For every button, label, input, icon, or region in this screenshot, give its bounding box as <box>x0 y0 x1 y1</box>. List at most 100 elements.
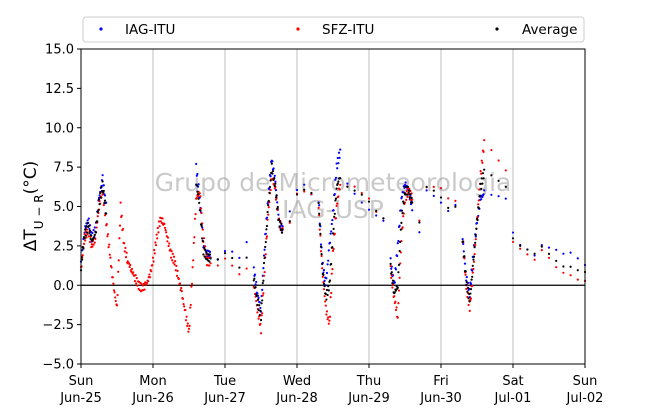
data-point <box>320 254 323 258</box>
data-point <box>400 209 404 212</box>
data-point <box>105 223 108 226</box>
data-point <box>81 254 84 257</box>
data-point <box>100 189 104 193</box>
data-point <box>185 315 188 318</box>
data-point <box>188 324 191 327</box>
data-point <box>329 232 332 235</box>
data-point <box>404 181 407 184</box>
data-point <box>271 172 274 175</box>
data-point <box>134 273 137 277</box>
data-point <box>199 207 203 210</box>
data-point <box>208 253 212 256</box>
data-point <box>562 265 565 268</box>
data-point <box>472 258 475 261</box>
data-point <box>184 319 188 322</box>
data-point <box>259 332 263 335</box>
data-point <box>497 159 500 162</box>
data-point <box>84 239 87 242</box>
data-point <box>128 265 131 269</box>
data-point <box>111 276 114 279</box>
data-point <box>113 291 116 294</box>
data-point <box>396 242 399 245</box>
data-point <box>367 200 371 203</box>
data-point <box>153 248 156 252</box>
data-point <box>190 285 193 288</box>
data-point <box>81 258 84 261</box>
data-point <box>474 233 477 237</box>
data-point <box>164 229 167 232</box>
data-point <box>395 285 398 288</box>
data-point <box>165 231 168 234</box>
x-tick-date: Jun-29 <box>347 391 390 406</box>
data-point <box>135 277 138 280</box>
data-point <box>323 295 326 298</box>
data-point <box>394 289 398 292</box>
data-point <box>203 255 206 258</box>
data-point <box>398 249 401 253</box>
data-point <box>196 194 200 197</box>
data-point <box>201 239 204 243</box>
data-point <box>255 294 258 298</box>
data-point <box>192 241 195 245</box>
data-point <box>86 233 89 236</box>
data-point <box>238 256 241 260</box>
data-point <box>332 247 335 251</box>
data-point <box>129 263 132 267</box>
data-point <box>332 227 335 230</box>
data-point <box>172 261 175 264</box>
data-point <box>474 241 477 244</box>
y-tick-label: −5.0 <box>42 358 74 373</box>
data-point <box>223 251 227 255</box>
data-point <box>482 193 485 196</box>
data-point <box>102 191 105 194</box>
data-point <box>322 269 326 272</box>
data-point <box>490 193 493 196</box>
x-axis: Sun Jun-25 Mon Jun-26 Tue Jun-27 Wed Jun-28 Thu J… <box>59 364 603 406</box>
data-point <box>397 289 401 292</box>
data-point <box>497 179 500 182</box>
data-point <box>325 277 328 280</box>
data-point <box>317 206 320 209</box>
data-point <box>353 185 356 188</box>
data-point <box>478 188 481 191</box>
data-point <box>190 282 194 285</box>
data-point <box>271 160 274 163</box>
data-point <box>526 253 529 256</box>
data-point <box>330 291 333 295</box>
data-point <box>360 193 363 196</box>
data-point <box>330 222 333 226</box>
data-point <box>339 148 342 151</box>
data-point <box>483 139 486 142</box>
data-point <box>84 228 87 231</box>
data-point <box>101 193 104 196</box>
data-point <box>331 232 335 235</box>
data-point <box>96 210 99 214</box>
data-point <box>267 213 270 216</box>
data-point <box>145 281 149 285</box>
data-point <box>202 246 206 249</box>
legend: IAG-ITU SFZ-ITU Average <box>82 16 585 43</box>
data-point <box>201 226 204 229</box>
data-point <box>576 278 579 281</box>
data-point <box>208 250 212 253</box>
data-point <box>390 276 393 280</box>
data-point <box>334 199 337 202</box>
data-point <box>173 263 176 266</box>
data-point <box>334 178 337 181</box>
data-point <box>569 251 572 254</box>
data-point <box>407 191 410 194</box>
data-point <box>411 201 414 204</box>
data-point <box>174 260 177 263</box>
data-point <box>408 196 411 199</box>
legend-label: SFZ-ITU <box>322 22 374 38</box>
data-point <box>87 225 90 228</box>
data-point <box>418 231 421 234</box>
data-point <box>202 253 205 256</box>
data-point <box>187 327 191 330</box>
y-tick-label: 2.5 <box>53 239 74 254</box>
data-point <box>124 256 128 259</box>
data-point <box>569 274 572 277</box>
data-point <box>476 218 479 222</box>
data-point <box>109 256 112 259</box>
data-point <box>439 196 443 199</box>
